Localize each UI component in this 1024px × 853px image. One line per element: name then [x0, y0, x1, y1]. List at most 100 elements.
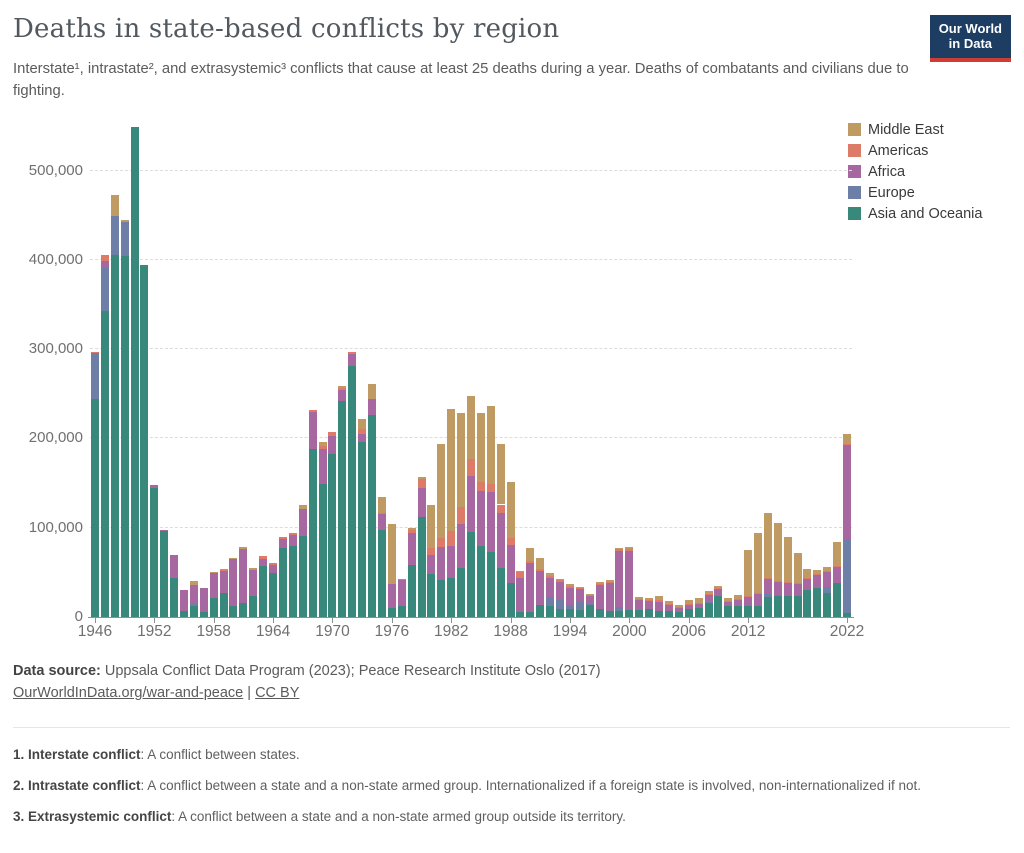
bar-2021-africa[interactable] — [833, 567, 842, 584]
bar-1985-asia-and-oceania[interactable] — [476, 546, 485, 617]
bar-2004-asia-and-oceania[interactable] — [664, 610, 673, 617]
bar-2019-middle-east[interactable] — [813, 569, 822, 575]
bar-1986-middle-east[interactable] — [486, 406, 495, 484]
bar-2006-middle-east[interactable] — [684, 600, 693, 604]
bar-2012-americas[interactable] — [744, 596, 753, 598]
bar-1958-africa[interactable] — [209, 573, 218, 599]
bar-1969-africa[interactable] — [318, 449, 327, 484]
bar-1979-americas[interactable] — [417, 478, 426, 489]
bar-1982-middle-east[interactable] — [447, 408, 456, 532]
bar-1984-americas[interactable] — [467, 458, 475, 476]
bar-2005-africa[interactable] — [674, 608, 683, 612]
bar-1987-middle-east[interactable] — [496, 443, 505, 505]
bar-1958-asia-and-oceania[interactable] — [209, 598, 218, 617]
bar-1983-africa[interactable] — [457, 524, 466, 568]
bar-2000-asia-and-oceania[interactable] — [625, 609, 634, 617]
bar-1971-middle-east[interactable] — [338, 385, 347, 388]
bar-1990-americas[interactable] — [526, 560, 535, 563]
bar-1992-middle-east[interactable] — [546, 573, 555, 576]
bar-2017-americas[interactable] — [793, 583, 802, 584]
bar-1999-asia-and-oceania[interactable] — [615, 610, 624, 617]
bar-1974-middle-east[interactable] — [368, 383, 377, 400]
bar-1949-middle-east[interactable] — [120, 219, 129, 223]
bar-1961-asia-and-oceania[interactable] — [239, 602, 248, 617]
bar-1975-africa[interactable] — [377, 514, 386, 530]
bar-2017-middle-east[interactable] — [793, 552, 802, 584]
bar-2020-africa[interactable] — [823, 572, 832, 587]
bar-1967-africa[interactable] — [298, 508, 307, 536]
bar-1996-middle-east[interactable] — [585, 593, 594, 595]
owid-article-link[interactable]: OurWorldInData.org/war-and-peace — [13, 685, 244, 701]
bar-2003-asia-and-oceania[interactable] — [655, 610, 664, 617]
bar-1981-africa[interactable] — [437, 547, 446, 580]
bar-2019-americas[interactable] — [813, 574, 822, 576]
bar-2017-asia-and-oceania[interactable] — [793, 595, 802, 617]
bar-2003-africa[interactable] — [655, 601, 664, 611]
bar-2019-africa[interactable] — [813, 575, 822, 589]
bar-1983-middle-east[interactable] — [457, 413, 466, 508]
bar-1973-asia-and-oceania[interactable] — [358, 441, 367, 617]
bar-1965-africa[interactable] — [278, 539, 287, 549]
bar-1981-middle-east[interactable] — [437, 443, 446, 538]
bar-2020-middle-east[interactable] — [823, 567, 832, 572]
bar-1991-middle-east[interactable] — [536, 558, 545, 569]
bar-2015-europe[interactable] — [773, 594, 782, 596]
bar-1989-americas[interactable] — [516, 572, 525, 578]
bar-2000-africa[interactable] — [625, 550, 634, 610]
bar-1977-americas[interactable] — [397, 578, 406, 581]
bar-1989-middle-east[interactable] — [516, 570, 525, 573]
bar-1988-asia-and-oceania[interactable] — [506, 583, 515, 617]
bar-2022-middle-east[interactable] — [843, 433, 852, 444]
bar-1960-middle-east[interactable] — [229, 558, 238, 559]
bar-2012-africa[interactable] — [744, 597, 753, 607]
bar-1961-africa[interactable] — [239, 549, 248, 603]
bar-2008-africa[interactable] — [704, 594, 713, 602]
bar-2004-middle-east[interactable] — [664, 600, 673, 604]
bar-1979-middle-east[interactable] — [417, 476, 426, 479]
bar-1968-asia-and-oceania[interactable] — [308, 449, 317, 617]
legend-item-africa[interactable]: Africa — [848, 161, 982, 182]
bar-1963-asia-and-oceania[interactable] — [259, 566, 268, 617]
bar-2004-africa[interactable] — [664, 604, 673, 611]
bar-1992-europe[interactable] — [546, 597, 555, 607]
bar-1970-americas[interactable] — [328, 432, 337, 436]
bar-2001-americas[interactable] — [635, 599, 644, 601]
bar-1948-europe[interactable] — [110, 216, 119, 256]
bar-1959-africa[interactable] — [219, 570, 228, 593]
bar-1987-americas[interactable] — [496, 504, 505, 513]
bar-2009-americas[interactable] — [714, 588, 723, 590]
bar-1961-middle-east[interactable] — [239, 547, 248, 550]
bar-1994-africa[interactable] — [565, 587, 574, 605]
bar-2002-asia-and-oceania[interactable] — [645, 608, 654, 617]
bar-1949-europe[interactable] — [120, 222, 129, 257]
bar-1958-middle-east[interactable] — [209, 572, 218, 574]
bar-2020-europe[interactable] — [823, 586, 832, 593]
bar-1949-asia-and-oceania[interactable] — [120, 256, 129, 617]
bar-1973-middle-east[interactable] — [358, 418, 367, 430]
bar-1965-americas[interactable] — [278, 536, 287, 540]
bar-2009-asia-and-oceania[interactable] — [714, 596, 723, 617]
bar-1976-asia-and-oceania[interactable] — [387, 608, 396, 617]
bar-1994-americas[interactable] — [565, 585, 574, 588]
bar-1986-asia-and-oceania[interactable] — [486, 551, 495, 617]
bar-2011-americas[interactable] — [734, 599, 743, 601]
bar-2015-americas[interactable] — [773, 581, 782, 583]
bar-1956-africa[interactable] — [189, 584, 198, 604]
bar-1956-middle-east[interactable] — [189, 581, 198, 585]
bar-2022-americas[interactable] — [843, 443, 852, 445]
bar-2006-asia-and-oceania[interactable] — [684, 608, 693, 617]
bar-1968-americas[interactable] — [308, 409, 317, 412]
bar-2002-americas[interactable] — [645, 600, 654, 601]
bar-2001-africa[interactable] — [635, 600, 644, 610]
bar-2013-americas[interactable] — [753, 592, 762, 594]
bar-1983-asia-and-oceania[interactable] — [457, 567, 466, 617]
bar-1946-europe[interactable] — [90, 352, 99, 400]
legend-item-americas[interactable]: Americas — [848, 140, 982, 161]
bar-1956-europe[interactable] — [189, 603, 198, 607]
bar-1947-africa[interactable] — [100, 260, 109, 268]
bar-1976-middle-east[interactable] — [387, 524, 396, 584]
bar-1992-africa[interactable] — [546, 577, 555, 598]
bar-2017-africa[interactable] — [793, 583, 802, 596]
bar-2020-americas[interactable] — [823, 571, 832, 573]
bar-2005-americas[interactable] — [674, 607, 683, 609]
